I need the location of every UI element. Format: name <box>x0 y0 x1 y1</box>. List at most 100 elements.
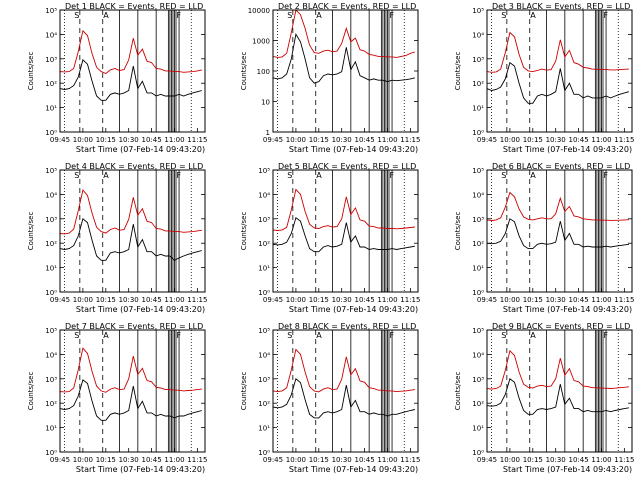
flag-s: S <box>74 171 79 180</box>
panel-det-6: Det 6 BLACK = Events, RED = LLD Counts/se… <box>454 162 634 314</box>
y-tick-label: 10² <box>472 240 484 248</box>
y-tick-label: 100 <box>257 68 270 76</box>
panel-title: Det 7 BLACK = Events, RED = LLD <box>65 322 203 331</box>
flag-f: F <box>389 11 394 20</box>
time-markers <box>64 10 192 132</box>
series-lld <box>59 189 202 235</box>
x-tick-label: 10:45 <box>141 136 161 144</box>
x-tick-label: 10:00 <box>73 456 93 464</box>
panel-det-5: Det 5 BLACK = Events, RED = LLD Counts/se… <box>240 162 420 314</box>
panel-det-8: Det 8 BLACK = Events, RED = LLD Counts/se… <box>240 322 420 474</box>
y-tick-label: 10⁴ <box>472 351 484 359</box>
y-tick-label: 10¹ <box>472 265 484 273</box>
x-axis-label: Start Time (07-Feb-14 09:43:20) <box>76 465 205 474</box>
x-tick-label: 10:00 <box>500 296 520 304</box>
flag-a: A <box>530 331 536 340</box>
flag-f: F <box>389 331 394 340</box>
x-tick-label: 11:15 <box>614 456 634 464</box>
x-tick-label: 10:30 <box>546 136 566 144</box>
x-axis-label: Start Time (07-Feb-14 09:43:20) <box>76 145 205 154</box>
x-tick-label: 11:00 <box>377 456 397 464</box>
x-tick-label: 10:15 <box>523 296 543 304</box>
flag-s: S <box>74 331 79 340</box>
flag-s: S <box>501 331 506 340</box>
y-tick-label: 10² <box>472 80 484 88</box>
series-events <box>486 218 629 250</box>
y-tick-label: 10² <box>45 240 57 248</box>
y-tick-label: 10¹ <box>258 265 270 273</box>
y-tick-label: 10⁵ <box>45 167 57 175</box>
plot-frame <box>59 329 206 453</box>
x-tick-label: 11:15 <box>614 296 634 304</box>
y-tick-label: 10³ <box>472 56 484 64</box>
panel-title: Det 9 BLACK = Events, RED = LLD <box>492 322 630 331</box>
y-tick-label: 10⁵ <box>472 7 484 15</box>
y-tick-label: 1000 <box>252 38 270 46</box>
x-tick-label: 11:00 <box>164 456 184 464</box>
series-events <box>59 59 203 101</box>
x-tick-label: 10:45 <box>568 456 588 464</box>
y-tick-label: 10⁵ <box>45 327 57 335</box>
x-axis-label: Start Time (07-Feb-14 09:43:20) <box>503 305 632 314</box>
y-tick-label: 10³ <box>472 216 484 224</box>
plot-frame <box>272 9 419 133</box>
x-tick-label: 09:45 <box>477 136 497 144</box>
y-tick-label: 10⁰ <box>258 289 270 297</box>
x-axis-label: Start Time (07-Feb-14 09:43:20) <box>76 305 205 314</box>
flag-s: S <box>501 11 506 20</box>
series-events <box>59 218 203 261</box>
x-tick-label: 10:45 <box>354 456 374 464</box>
y-tick-label: 10¹ <box>45 425 57 433</box>
panel-det-2: Det 2 BLACK = Events, RED = LLD Counts/se… <box>240 2 420 154</box>
panel-title: Det 2 BLACK = Events, RED = LLD <box>278 2 416 11</box>
x-tick-label: 11:15 <box>187 296 207 304</box>
x-tick-label: 10:15 <box>523 136 543 144</box>
x-tick-label: 09:45 <box>50 296 70 304</box>
series-events <box>486 61 630 104</box>
x-tick-label: 11:00 <box>591 456 611 464</box>
y-tick-label: 10¹ <box>472 105 484 113</box>
y-tick-label: 10⁴ <box>472 31 484 39</box>
y-tick-label: 10⁴ <box>258 191 270 199</box>
y-tick-label: 10000 <box>248 7 270 15</box>
panel-det-4: Det 4 BLACK = Events, RED = LLD Counts/se… <box>27 162 207 314</box>
x-tick-label: 10:45 <box>141 296 161 304</box>
y-tick-label: 10³ <box>45 56 57 64</box>
flag-f: F <box>176 171 181 180</box>
x-tick-label: 11:15 <box>187 456 207 464</box>
x-tick-label: 11:00 <box>591 296 611 304</box>
y-tick-label: 10⁵ <box>472 327 484 335</box>
x-tick-label: 11:15 <box>400 456 420 464</box>
time-markers <box>491 10 619 132</box>
y-axis-label: Counts/sec <box>240 372 248 411</box>
flag-a: A <box>103 331 109 340</box>
x-tick-label: 09:45 <box>477 296 497 304</box>
series-events <box>272 217 415 253</box>
y-axis-label: Counts/sec <box>454 52 462 91</box>
time-markers <box>277 170 405 292</box>
y-tick-label: 10² <box>45 80 57 88</box>
x-tick-label: 10:15 <box>96 456 116 464</box>
y-axis-label: Counts/sec <box>240 52 248 91</box>
y-tick-label: 10⁰ <box>472 449 484 457</box>
panel-det-1: Det 1 BLACK = Events, RED = LLD Counts/se… <box>27 2 207 154</box>
x-tick-label: 09:45 <box>477 456 497 464</box>
x-tick-label: 10:00 <box>500 136 520 144</box>
x-tick-label: 10:15 <box>309 296 329 304</box>
flag-a: A <box>103 171 109 180</box>
x-axis-label: Start Time (07-Feb-14 09:43:20) <box>289 145 418 154</box>
panel-title: Det 5 BLACK = Events, RED = LLD <box>278 162 416 171</box>
y-tick-label: 10⁴ <box>45 351 57 359</box>
y-tick-label: 10³ <box>258 216 270 224</box>
y-tick-label: 10¹ <box>45 265 57 273</box>
x-tick-label: 11:15 <box>187 136 207 144</box>
x-tick-label: 10:30 <box>546 296 566 304</box>
x-tick-label: 09:45 <box>50 456 70 464</box>
y-tick-label: 10⁰ <box>45 129 57 137</box>
x-axis-label: Start Time (07-Feb-14 09:43:20) <box>289 465 418 474</box>
plot-frame <box>486 329 633 453</box>
y-tick-label: 10⁵ <box>472 167 484 175</box>
y-axis-label: Counts/sec <box>27 212 35 251</box>
x-tick-label: 10:00 <box>286 456 306 464</box>
y-tick-label: 10⁴ <box>45 191 57 199</box>
